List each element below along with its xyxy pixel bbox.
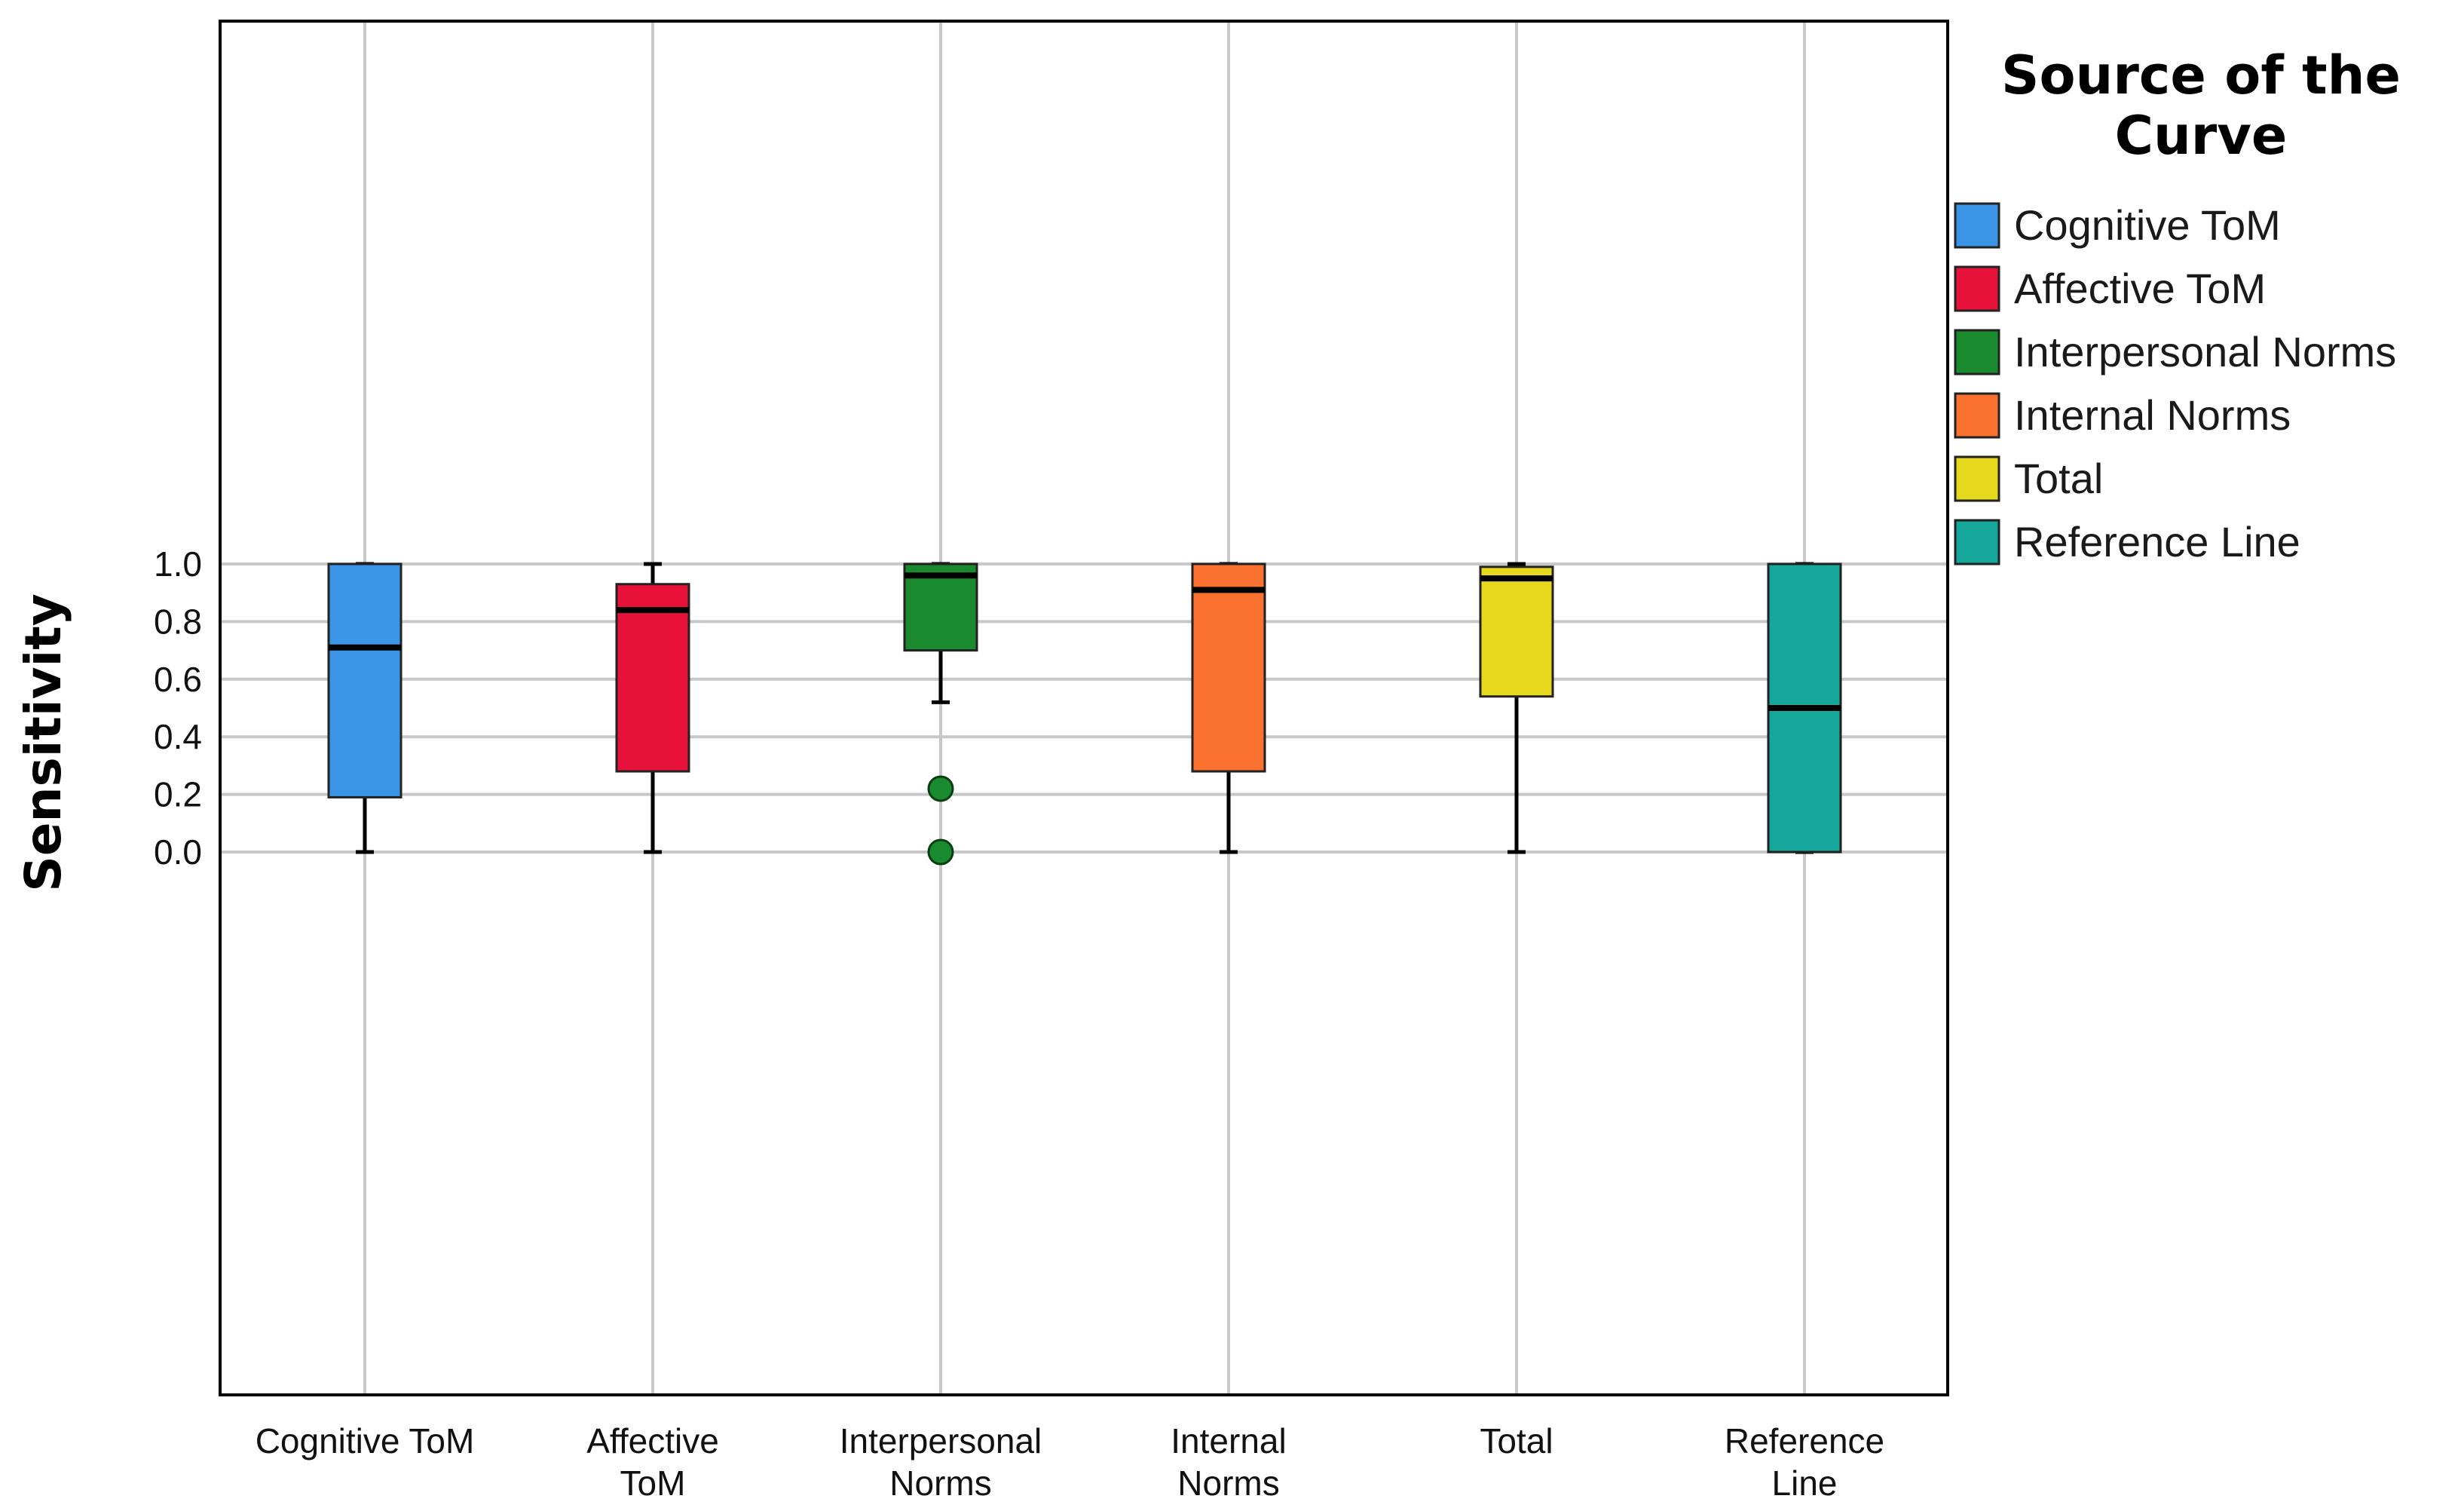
box-group <box>903 562 978 866</box>
y-tick-label: 1.0 <box>154 544 202 584</box>
legend-swatch <box>1954 329 2000 375</box>
x-category-label: ToM <box>620 1463 686 1503</box>
x-category-label: Norms <box>889 1463 991 1503</box>
outlier-point <box>927 838 954 866</box>
box <box>1191 562 1266 773</box>
legend-item: Cognitive ToM <box>1954 201 2281 249</box>
legend-item: Affective ToM <box>1954 265 2266 312</box>
box <box>1479 565 1554 698</box>
x-category-label: Cognitive ToM <box>256 1421 475 1460</box>
legend-item: Total <box>1954 455 2103 502</box>
x-category-label: Norms <box>1177 1463 1279 1503</box>
y-tick-label: 0.8 <box>154 602 202 641</box>
box-group <box>1767 562 1842 854</box>
legend-title-line-1: Source of the <box>2001 44 2401 106</box>
legend-swatch <box>1954 455 2000 502</box>
legend-swatch <box>1954 265 2000 312</box>
legend-label: Affective ToM <box>2014 265 2266 312</box>
legend-item: Reference Line <box>1954 518 2300 565</box>
box-group <box>1479 562 1554 854</box>
legend-title-line-2: Curve <box>2115 105 2288 167</box>
box-group <box>1191 562 1266 854</box>
x-category-label: Internal <box>1171 1421 1286 1460</box>
y-tick-label: 0.2 <box>154 775 202 814</box>
boxes <box>327 562 1842 866</box>
legend-swatch <box>1954 519 2000 565</box>
y-tick-labels: 0.0 0.2 0.4 0.6 0.8 1.0 <box>154 544 202 872</box>
x-category-label: Interpersonal <box>840 1421 1042 1460</box>
box-group <box>327 562 403 854</box>
legend-label: Total <box>2014 455 2103 502</box>
legend-label: Interpersonal Norms <box>2014 328 2396 375</box>
box <box>327 562 403 798</box>
outlier-point <box>927 775 954 802</box>
legend-swatch <box>1954 202 2000 249</box>
box-group <box>615 562 690 854</box>
legend-items: Cognitive ToM Affective ToM Interpersonal … <box>1954 201 2396 565</box>
legend-item: Internal Norms <box>1954 391 2291 439</box>
x-category-label: Total <box>1480 1421 1553 1460</box>
y-axis-title: Sensitivity <box>14 593 72 892</box>
legend-swatch <box>1954 392 2000 439</box>
x-category-label: Affective <box>586 1421 719 1460</box>
plot-frame <box>219 20 1949 1396</box>
legend-item: Interpersonal Norms <box>1954 328 2396 375</box>
y-tick-label: 0.4 <box>154 717 202 756</box>
y-tick-label: 0.6 <box>154 660 202 699</box>
box <box>615 583 690 773</box>
legend-label: Reference Line <box>2014 518 2300 565</box>
x-category-labels: Cognitive ToM AffectiveToMInterpersonalNo… <box>256 1421 1884 1503</box>
y-tick-label: 0.0 <box>154 832 202 872</box>
legend-label: Internal Norms <box>2014 391 2291 439</box>
legend: Source of the Curve Cognitive ToM Affecti… <box>1954 44 2401 565</box>
x-category-label: Reference <box>1725 1421 1884 1460</box>
x-category-label: Line <box>1772 1463 1838 1503</box>
legend-label: Cognitive ToM <box>2014 201 2281 249</box>
